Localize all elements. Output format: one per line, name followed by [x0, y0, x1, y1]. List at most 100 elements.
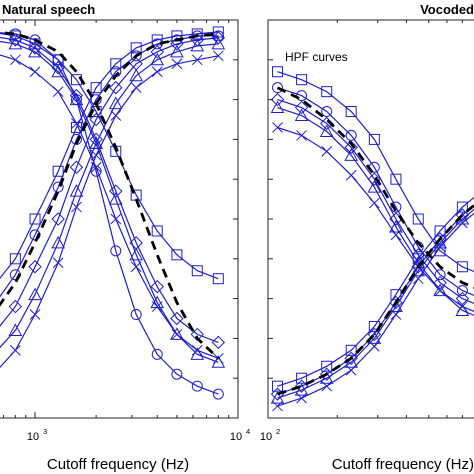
data-point	[412, 213, 424, 225]
data-point	[70, 94, 82, 106]
data-point	[321, 380, 333, 392]
data-point	[90, 82, 102, 94]
series-hpf-x	[272, 122, 474, 312]
data-point	[367, 180, 382, 193]
x-tick-label-exponent: 4	[246, 427, 250, 436]
data-point	[294, 383, 309, 396]
data-point	[150, 279, 164, 294]
series-lpf-square	[272, 196, 474, 392]
data-point	[69, 160, 84, 174]
data-point	[212, 30, 224, 42]
data-point	[130, 82, 142, 94]
x-tick-label: 10	[27, 431, 39, 443]
data-point	[190, 327, 204, 342]
mean-curve-line	[277, 203, 474, 396]
data-point	[170, 37, 184, 51]
data-point	[191, 380, 203, 392]
data-point	[433, 275, 447, 290]
series-line	[277, 208, 474, 399]
series-lpf-square	[0, 26, 224, 280]
x-tick-label-exponent: 2	[276, 427, 280, 436]
data-point	[51, 212, 65, 226]
data-point	[345, 106, 357, 118]
data-point	[110, 58, 122, 70]
series-mean-none	[276, 86, 474, 289]
data-point	[390, 229, 402, 241]
data-point	[368, 341, 380, 352]
series-line	[277, 126, 474, 312]
data-point	[171, 368, 183, 380]
data-point	[321, 106, 333, 118]
data-point	[320, 367, 334, 381]
data-point	[272, 122, 283, 133]
data-point	[29, 309, 41, 320]
plot-area	[270, 66, 474, 412]
data-point	[110, 213, 122, 225]
data-point	[344, 351, 358, 366]
data-point	[170, 44, 184, 58]
series-lpf-diamond	[270, 204, 474, 401]
data-point	[71, 118, 82, 129]
series-lpf-x	[0, 50, 224, 369]
data-point	[212, 50, 224, 62]
data-point	[29, 34, 41, 46]
data-point	[170, 311, 184, 326]
data-point	[272, 82, 284, 94]
data-point	[151, 34, 163, 46]
data-point	[8, 36, 23, 50]
series-line	[277, 204, 474, 395]
data-point	[270, 92, 285, 107]
panel-vocoded: Vocoded 10 2 HPF curves Cutoff frequency …	[260, 2, 474, 473]
series-line	[0, 54, 219, 359]
data-point	[319, 124, 334, 137]
data-point	[51, 61, 65, 75]
data-point	[191, 344, 203, 356]
x-tick-label: 10	[230, 431, 242, 443]
data-point	[71, 201, 82, 213]
data-point	[171, 249, 183, 261]
series-line	[277, 212, 474, 407]
data-point	[345, 169, 357, 181]
data-point	[151, 66, 163, 78]
data-point	[455, 208, 470, 222]
data-point	[434, 245, 446, 257]
data-point	[129, 68, 144, 82]
data-point	[89, 112, 103, 127]
data-point	[28, 287, 42, 301]
data-point	[8, 323, 23, 336]
data-point	[390, 309, 402, 320]
data-point	[110, 110, 122, 121]
data-point	[28, 260, 42, 274]
data-point	[52, 54, 64, 66]
data-point	[90, 161, 102, 173]
x-axis-label: Cutoff frequency (Hz)	[47, 456, 189, 473]
data-point	[52, 181, 64, 193]
series-line	[0, 31, 219, 280]
mean-curve-line	[276, 86, 474, 289]
data-point	[434, 269, 446, 281]
data-point	[151, 348, 163, 360]
x-axis-label: Cutoff frequency (Hz)	[332, 456, 474, 473]
data-point	[10, 54, 21, 66]
data-point	[344, 140, 358, 155]
data-point	[294, 108, 309, 122]
data-point	[296, 130, 307, 141]
data-point	[29, 66, 41, 78]
plot-area	[0, 26, 226, 400]
data-point	[191, 54, 203, 66]
x-tick-label-exponent: 3	[43, 427, 47, 436]
series-lpf-x	[272, 212, 474, 412]
data-point	[367, 172, 382, 186]
data-point	[212, 273, 224, 285]
series-line	[277, 196, 474, 387]
data-point	[130, 50, 142, 62]
data-point	[212, 352, 224, 364]
data-point	[130, 261, 142, 273]
data-point	[433, 283, 447, 297]
data-point	[211, 36, 226, 50]
data-point	[457, 301, 468, 312]
x-tick-label: 10	[260, 431, 272, 443]
series-line	[277, 99, 474, 305]
data-point	[28, 41, 42, 55]
data-point	[294, 379, 309, 393]
